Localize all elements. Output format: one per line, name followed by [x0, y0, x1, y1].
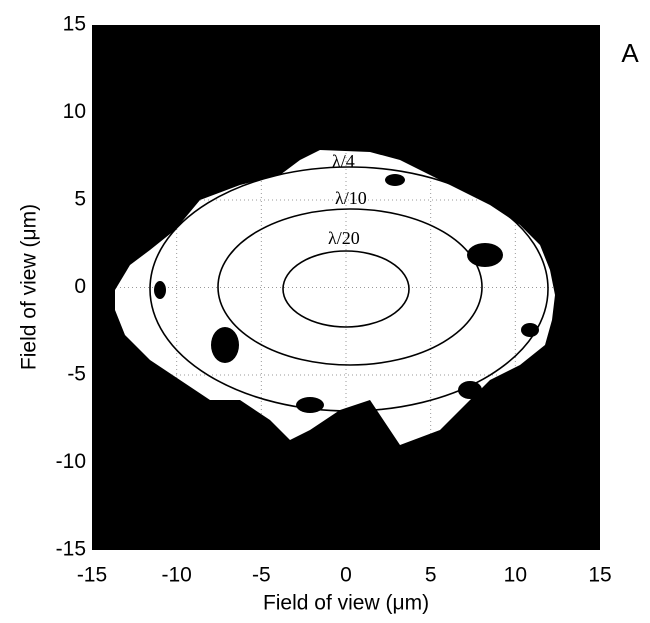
y-tick-label: 0 — [74, 275, 86, 298]
contour-label: λ/20 — [328, 228, 360, 248]
y-tick-label: 5 — [74, 188, 86, 211]
y-tick-label: -5 — [67, 363, 86, 386]
panel-label: A — [621, 38, 639, 68]
x-tick-label: 0 — [340, 564, 352, 587]
contour-label: λ/4 — [332, 151, 355, 171]
contour-line — [282, 250, 410, 328]
y-tick-label: 15 — [63, 13, 86, 36]
x-tick-label: 10 — [504, 564, 527, 587]
intensity-region — [115, 150, 555, 445]
contour-line — [149, 166, 549, 412]
contour-line — [217, 208, 483, 366]
x-tick-label: 5 — [425, 564, 437, 587]
y-tick-label: 10 — [63, 100, 86, 123]
contours — [149, 166, 549, 412]
y-tick-label: -10 — [56, 450, 86, 473]
x-tick-label: -5 — [252, 564, 271, 587]
x-axis-label: Field of view (μm) — [263, 592, 429, 615]
y-axis-label: Field of view (μm) — [18, 204, 41, 370]
y-tick-label: -15 — [56, 538, 86, 561]
x-tick-label: -15 — [77, 564, 107, 587]
x-tick-label: -10 — [161, 564, 191, 587]
contour-label: λ/10 — [335, 188, 367, 208]
x-tick-label: 15 — [588, 564, 611, 587]
